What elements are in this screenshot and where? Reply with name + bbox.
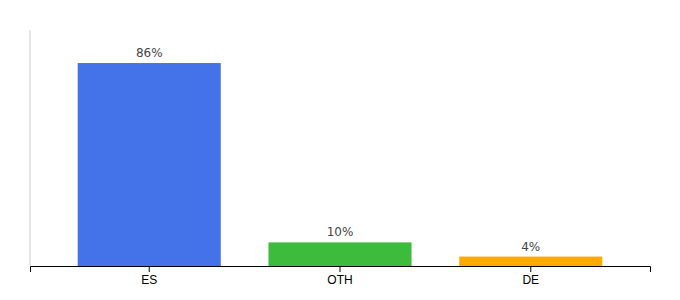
plot-area: ES OTH DE 86% 10% 4% [30,30,651,287]
x-tick-label: DE [522,273,539,287]
y-axis [30,30,31,266]
x-tick-mark [149,266,150,272]
bars [78,63,603,266]
data-label: 4% [521,240,540,254]
x-tick-label: ES [141,273,157,287]
bar [268,242,411,266]
x-tick: OTH [327,266,352,287]
x-axis: ES OTH DE [31,266,651,287]
x-tick: DE [522,266,539,287]
chart-svg: ES OTH DE 86% 10% 4% [0,0,680,300]
bar [459,257,602,266]
data-label: 86% [136,46,163,60]
x-tick-mark [340,266,341,272]
bar [78,63,221,266]
x-tick: ES [141,266,157,287]
data-label: 10% [327,225,354,239]
data-labels: 86% 10% 4% [136,46,540,254]
x-axis-line [31,267,651,273]
x-tick-label: OTH [327,273,352,287]
x-tick-mark [530,266,531,272]
y-axis-line [30,30,31,266]
chart-container: ES OTH DE 86% 10% 4% [0,0,680,300]
